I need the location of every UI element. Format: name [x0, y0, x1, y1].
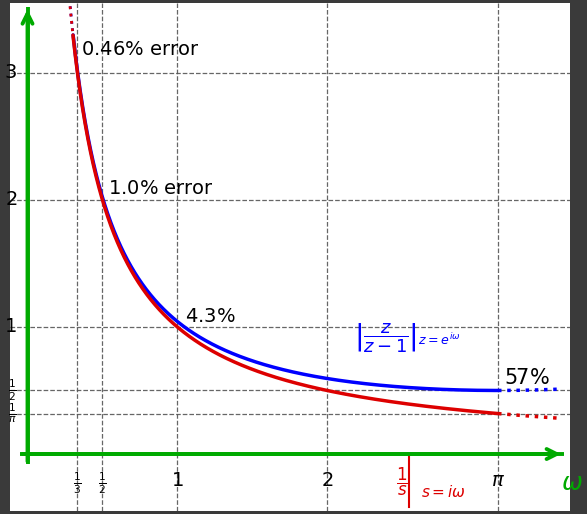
Text: $\frac{1}{\pi}$: $\frac{1}{\pi}$ [8, 402, 17, 425]
Text: $2$: $2$ [5, 190, 17, 209]
Text: $\dfrac{1}{s}$: $\dfrac{1}{s}$ [396, 466, 408, 498]
Text: $\frac{1}{2}$: $\frac{1}{2}$ [8, 378, 17, 403]
Text: $\left|\dfrac{z}{z-1}\right|_{z=e^{i\omega}}$: $\left|\dfrac{z}{z-1}\right|_{z=e^{i\ome… [354, 321, 461, 354]
Text: $1$: $1$ [171, 470, 184, 489]
Text: $\frac{1}{3}$: $\frac{1}{3}$ [73, 470, 82, 496]
Text: $s=i\omega$: $s=i\omega$ [421, 484, 467, 500]
Text: $3$: $3$ [4, 63, 17, 82]
Text: $1$: $1$ [5, 318, 17, 336]
Text: $\frac{1}{2}$: $\frac{1}{2}$ [98, 470, 107, 496]
Text: $0.46\%$ error: $0.46\%$ error [82, 40, 200, 59]
Text: $2$: $2$ [321, 470, 333, 489]
Text: $\omega$: $\omega$ [561, 470, 582, 494]
Text: $1.0\%$ error: $1.0\%$ error [109, 179, 214, 198]
Text: $\pi$: $\pi$ [491, 470, 505, 489]
Text: $57\%$: $57\%$ [504, 368, 549, 388]
Text: $4.3\%$: $4.3\%$ [185, 307, 235, 326]
